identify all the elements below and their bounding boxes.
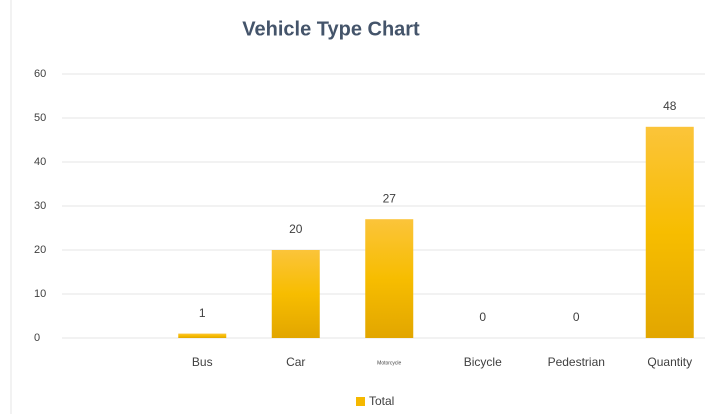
data-label: 20 — [289, 222, 303, 236]
y-tick-label: 30 — [34, 200, 46, 212]
y-tick-label: 60 — [34, 68, 46, 80]
chart-title: Vehicle Type Chart — [242, 18, 420, 40]
y-tick-label: 0 — [34, 332, 40, 344]
data-label: 0 — [479, 310, 486, 324]
y-tick-label: 40 — [34, 156, 46, 168]
y-tick-label: 50 — [34, 112, 46, 124]
data-label: 48 — [663, 99, 677, 113]
x-tick-label: Bicycle — [464, 355, 502, 369]
data-label: 27 — [383, 191, 397, 205]
data-label: 1 — [199, 306, 206, 320]
bar — [645, 126, 694, 338]
x-tick-label: Motorcycle — [377, 360, 401, 366]
bar — [178, 333, 227, 338]
legend-label: Total — [369, 394, 394, 408]
legend-swatch — [356, 397, 365, 406]
x-tick-label: Bus — [192, 355, 213, 369]
y-tick-label: 10 — [34, 288, 46, 300]
bar — [271, 250, 320, 338]
y-tick-label: 20 — [34, 244, 46, 256]
data-label: 0 — [573, 310, 580, 324]
bar — [365, 219, 414, 338]
x-tick-label: Car — [286, 355, 305, 369]
x-tick-label: Quantity — [647, 355, 692, 369]
x-tick-label: Pedestrian — [548, 355, 605, 369]
